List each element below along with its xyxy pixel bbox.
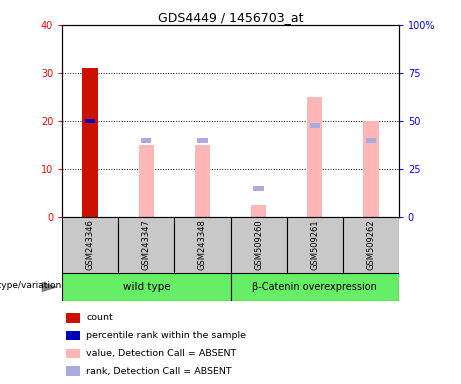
Bar xyxy=(230,217,287,273)
Bar xyxy=(66,313,80,323)
Bar xyxy=(66,366,80,376)
Text: GSM243347: GSM243347 xyxy=(142,219,151,270)
Bar xyxy=(287,217,343,273)
Text: value, Detection Call = ABSENT: value, Detection Call = ABSENT xyxy=(86,349,236,358)
Text: β-Catenin overexpression: β-Catenin overexpression xyxy=(252,282,377,292)
Bar xyxy=(366,138,376,142)
Polygon shape xyxy=(42,283,56,291)
Bar xyxy=(309,123,320,128)
Text: rank, Detection Call = ABSENT: rank, Detection Call = ABSENT xyxy=(86,367,231,376)
Bar xyxy=(363,121,378,217)
Bar xyxy=(85,119,95,123)
Bar xyxy=(118,217,174,273)
Bar xyxy=(307,97,323,217)
Text: wild type: wild type xyxy=(123,282,170,292)
Title: GDS4449 / 1456703_at: GDS4449 / 1456703_at xyxy=(158,11,303,24)
Text: GSM243346: GSM243346 xyxy=(86,219,95,270)
Text: count: count xyxy=(86,313,113,323)
Bar xyxy=(343,217,399,273)
Text: GSM509262: GSM509262 xyxy=(366,220,375,270)
Bar xyxy=(197,138,207,142)
Bar xyxy=(195,145,210,217)
Bar xyxy=(83,68,98,217)
Bar xyxy=(62,273,230,301)
Bar xyxy=(174,217,230,273)
Text: GSM509261: GSM509261 xyxy=(310,220,319,270)
Bar xyxy=(62,217,118,273)
Text: GSM509260: GSM509260 xyxy=(254,220,263,270)
Bar xyxy=(141,138,152,142)
Bar xyxy=(254,186,264,190)
Text: GSM243348: GSM243348 xyxy=(198,219,207,270)
Bar xyxy=(230,273,399,301)
Bar xyxy=(138,145,154,217)
Bar xyxy=(251,205,266,217)
Bar xyxy=(66,349,80,358)
Text: percentile rank within the sample: percentile rank within the sample xyxy=(86,331,246,340)
Text: genotype/variation: genotype/variation xyxy=(0,281,62,290)
Bar xyxy=(66,331,80,341)
